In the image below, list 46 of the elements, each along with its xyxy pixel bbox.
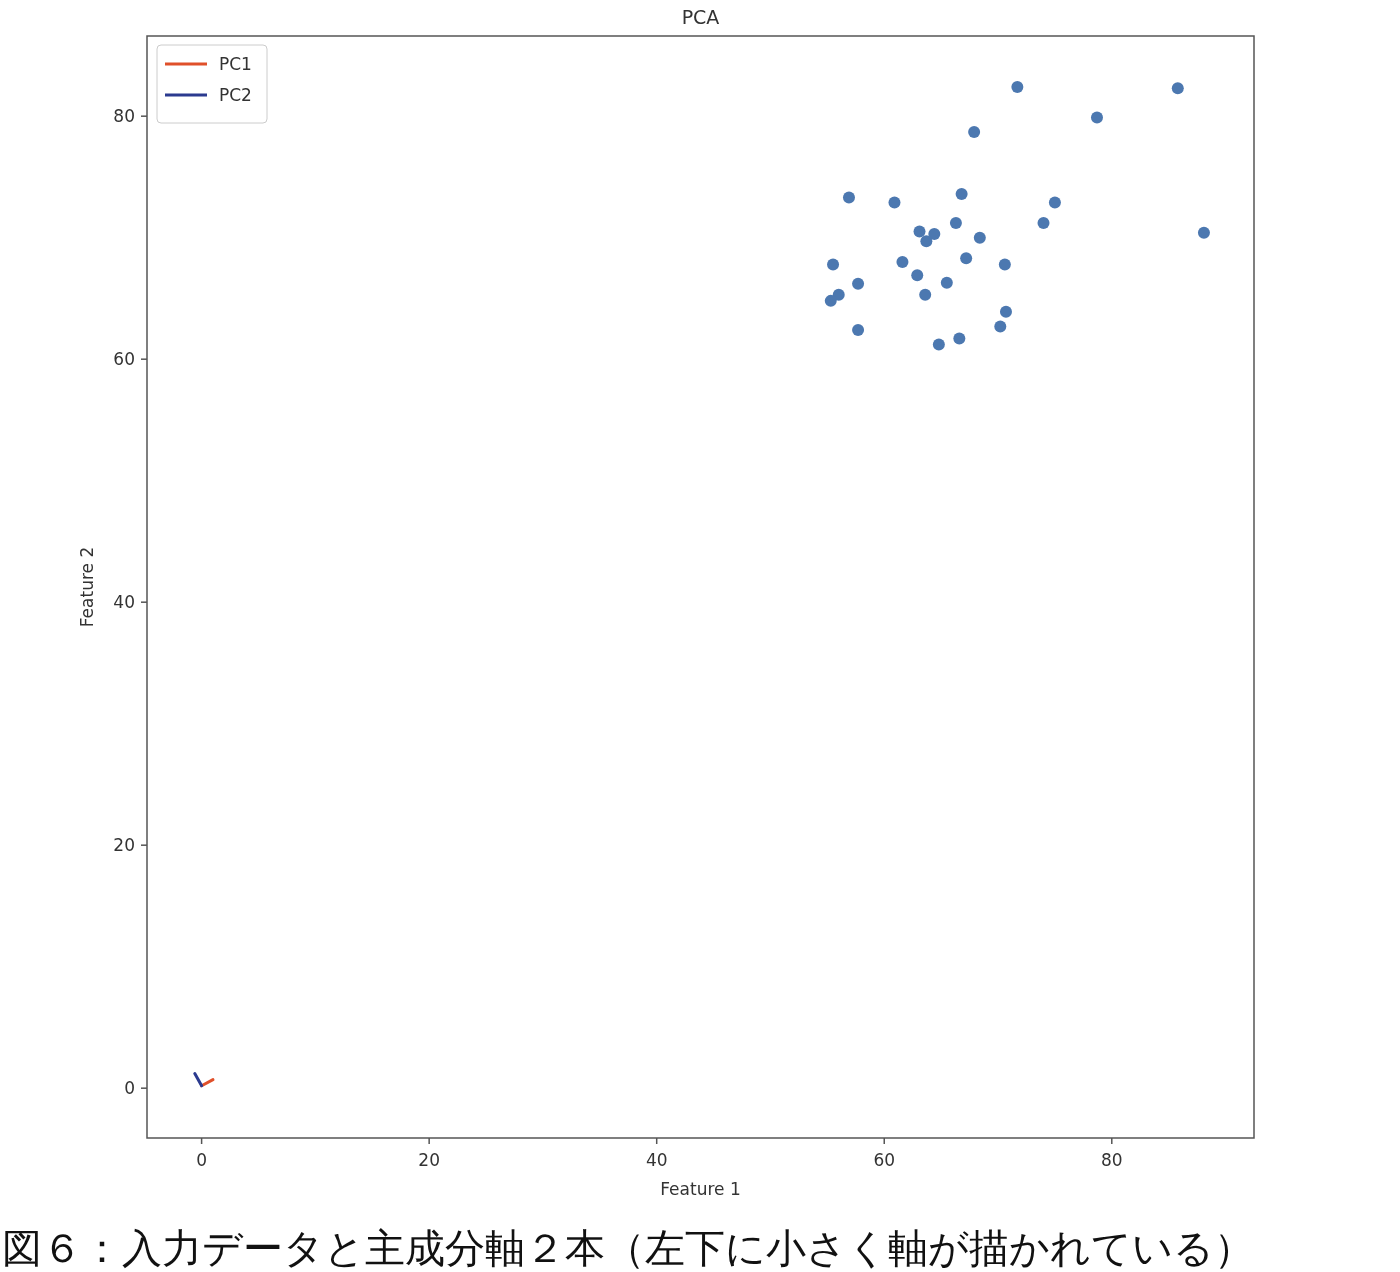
point	[1090, 111, 1103, 124]
y-tick-label: 40	[113, 592, 135, 613]
y-tick-label: 0	[124, 1078, 135, 1099]
point	[932, 338, 945, 351]
point	[1197, 226, 1210, 239]
point	[913, 225, 926, 238]
point	[919, 288, 932, 301]
point	[824, 294, 837, 307]
point	[999, 305, 1012, 318]
legend-label: PC1	[219, 54, 252, 74]
y-tick-label: 20	[113, 835, 135, 856]
point	[998, 258, 1011, 271]
x-tick-label: 40	[645, 1150, 668, 1170]
x-tick-label: 80	[1100, 1150, 1123, 1170]
point	[852, 324, 865, 337]
point	[888, 196, 901, 209]
x-tick-label: 20	[418, 1150, 440, 1170]
point	[953, 332, 966, 345]
point	[973, 231, 986, 244]
x-tick-label: 60	[873, 1150, 896, 1170]
point	[928, 228, 941, 241]
point	[955, 187, 968, 200]
chart-title: PCA	[681, 6, 720, 28]
point	[968, 125, 981, 138]
point	[911, 269, 924, 282]
caption: 図６：入力データと主成分軸２本（左下に小さく軸が描かれている）	[2, 1225, 1254, 1271]
point	[1048, 196, 1061, 209]
legend-label: PC2	[219, 85, 252, 105]
y-axis-title: Feature 2	[77, 546, 97, 628]
y-tick-label: 60	[113, 349, 135, 370]
point	[1171, 82, 1184, 95]
point	[842, 191, 855, 204]
x-axis-title: Feature 1	[660, 1179, 741, 1199]
point	[940, 276, 953, 289]
point	[1011, 81, 1024, 94]
point	[920, 235, 933, 248]
point	[960, 252, 973, 265]
point	[827, 258, 840, 271]
point	[832, 288, 845, 301]
point	[949, 217, 962, 230]
x-tick-label: 0	[196, 1150, 208, 1170]
y-tick-label: 80	[113, 106, 135, 127]
point	[1037, 217, 1050, 230]
point	[896, 255, 909, 268]
point	[994, 320, 1007, 333]
point	[852, 277, 865, 290]
